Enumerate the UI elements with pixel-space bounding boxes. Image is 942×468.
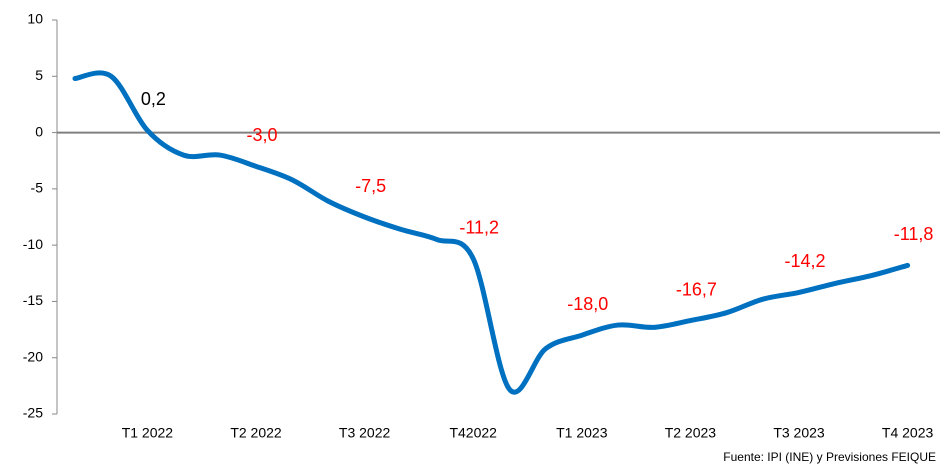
x-tick-label: T4 2023 bbox=[882, 425, 934, 441]
data-label: -14,2 bbox=[784, 251, 825, 271]
x-tick-label: T1 2022 bbox=[122, 425, 174, 441]
line bbox=[72, 70, 911, 395]
data-label: 0,2 bbox=[141, 89, 166, 109]
y-tick-label: -15 bbox=[23, 292, 43, 308]
x-tick-label: T2 2022 bbox=[230, 425, 282, 441]
source: Fuente: IPI (INE) y Previsiones FEIQUE bbox=[723, 450, 936, 464]
data-label: -18,0 bbox=[567, 294, 608, 314]
y-tick-label: 10 bbox=[27, 11, 43, 27]
x-tick-label: T42022 bbox=[449, 425, 497, 441]
data-label: -3,0 bbox=[246, 125, 277, 145]
data-label: -16,7 bbox=[676, 279, 717, 299]
data-label: -11,8 bbox=[894, 224, 934, 244]
y-tick-label: -5 bbox=[31, 180, 44, 196]
x-tick-label: T3 2022 bbox=[339, 425, 391, 441]
y-tick-label: -25 bbox=[23, 405, 43, 421]
x-tick-label: T3 2023 bbox=[773, 425, 825, 441]
data-label: -11,2 bbox=[459, 217, 499, 237]
y-tick-label: -10 bbox=[23, 236, 43, 252]
x-tick-label: T2 2023 bbox=[665, 425, 717, 441]
y-tick-label: -20 bbox=[23, 348, 43, 364]
x-tick-label: T1 2023 bbox=[556, 425, 608, 441]
y-tick-label: 5 bbox=[35, 67, 43, 83]
y-tick-label: 0 bbox=[35, 123, 43, 139]
data-label: -7,5 bbox=[355, 176, 386, 196]
